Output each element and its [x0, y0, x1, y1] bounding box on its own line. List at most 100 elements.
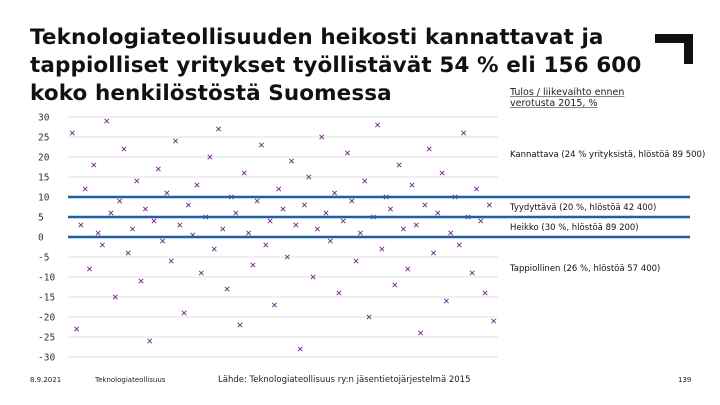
scatter-point: [482, 290, 488, 296]
y-tick-label: -25: [38, 333, 55, 344]
scatter-point: [177, 222, 183, 228]
scatter-point: [160, 238, 166, 244]
scatter-point: [413, 222, 419, 228]
y-tick-label: 0: [38, 233, 44, 244]
scatter-point: [241, 170, 247, 176]
scatter-point: [456, 242, 462, 248]
scatter-point: [357, 230, 363, 236]
scatter-point: [306, 174, 312, 180]
scatter-point: [151, 218, 157, 224]
legend-label-tappiollinen: Tappiollinen (26 %, hlöstöä 57 400): [510, 264, 661, 274]
legend-label-heikko: Heikko (30 %, hlöstöä 89 200): [510, 223, 639, 233]
scatter-point: [267, 218, 273, 224]
scatter-point: [486, 202, 492, 208]
scatter-point: [250, 262, 256, 268]
scatter-point: [211, 246, 217, 252]
scatter-point: [82, 186, 88, 192]
scatter-point: [293, 222, 299, 228]
scatter-point: [461, 130, 467, 136]
scatter-point: [323, 210, 329, 216]
scatter-point: [379, 246, 385, 252]
scatter-point: [284, 254, 290, 260]
scatter-point: [207, 154, 213, 160]
scatter-point: [74, 326, 80, 332]
scatter-point: [271, 302, 277, 308]
scatter-point: [340, 218, 346, 224]
scatter-point: [155, 166, 161, 172]
scatter-point: [327, 238, 333, 244]
y-tick-label: -15: [38, 293, 55, 304]
scatter-point: [448, 230, 454, 236]
legend-label-tyydyttava: Tyydyttävä (20 %, hlöstöä 42 400): [510, 203, 657, 213]
scatter-point: [276, 186, 282, 192]
scatter-point: [129, 226, 136, 232]
scatter-point: [426, 146, 432, 152]
scatter-point: [387, 206, 394, 212]
footer-date: 8.9.2021: [30, 376, 62, 384]
scatter-point: [297, 346, 303, 352]
scatter-point: [147, 338, 153, 344]
scatter-point: [194, 182, 200, 188]
scatter-point: [473, 186, 480, 192]
y-tick-label: -20: [38, 313, 55, 324]
scatter-point: [478, 218, 484, 224]
y-tick-label: 30: [38, 113, 50, 124]
scatter-point: [435, 210, 441, 216]
scatter-point: [349, 198, 355, 204]
y-tick-label: 15: [38, 173, 49, 184]
legend-title: Tulos / liikevaihto ennen verotusta 2015…: [510, 87, 625, 109]
scatter-point: [443, 298, 449, 304]
scatter-point: [400, 226, 406, 232]
scatter-point: [392, 282, 398, 288]
scatter-point: [181, 310, 187, 316]
scatter-point: [362, 178, 368, 184]
scatter-point: [491, 318, 497, 324]
scatter-point: [125, 250, 131, 256]
scatter-point: [353, 258, 359, 264]
scatter-point: [263, 242, 269, 248]
scatter-point: [78, 222, 84, 228]
scatter-point: [117, 198, 123, 204]
scatter-point: [112, 294, 118, 300]
scatter-point: [138, 278, 144, 284]
scatter-point: [254, 198, 260, 204]
brand-logo-bar: [684, 34, 693, 64]
footer-source: Lähde: Teknologiateollisuus ry:n jäsenti…: [218, 375, 471, 385]
y-tick-label: 20: [38, 153, 50, 164]
scatter-point: [69, 130, 75, 136]
scatter-point: [280, 206, 286, 212]
scatter-point: [344, 150, 351, 156]
scatter-point: [418, 330, 424, 336]
scatter-point: [224, 286, 230, 292]
scatter-point: [121, 146, 127, 152]
scatter-point: [215, 126, 222, 132]
scatter-point: [319, 134, 325, 140]
scatter-point: [422, 202, 428, 208]
scatter-point: [396, 162, 402, 168]
scatter-point: [142, 206, 148, 212]
scatter-point: [91, 162, 97, 168]
scatter-point: [332, 190, 338, 196]
y-tick-label: 25: [38, 133, 49, 144]
scatter-point: [86, 266, 93, 272]
scatter-point: [95, 230, 101, 236]
scatter-point: [439, 170, 445, 176]
scatter-point: [375, 122, 381, 128]
y-tick-label: -10: [38, 273, 55, 284]
page-number: 139: [678, 376, 692, 384]
scatter-point: [405, 266, 411, 272]
legend-label-kannattava: Kannattava (24 % yrityksistä, hlöstöä 89…: [510, 150, 706, 160]
scatter-point: [310, 274, 316, 280]
scatter-point: [301, 202, 308, 208]
scatter-point: [409, 182, 415, 188]
scatter-point: [469, 270, 475, 276]
slide-title: Teknologiateollisuuden heikosti kannatta…: [30, 25, 642, 106]
scatter-point: [430, 250, 437, 256]
scatter-point: [134, 178, 140, 184]
scatter-point: [233, 210, 239, 216]
scatter-point: [164, 190, 170, 196]
brand-logo-icon: [655, 34, 693, 43]
scatter-point: [237, 322, 243, 328]
scatter-point: [104, 118, 110, 124]
scatter-point: [336, 290, 342, 296]
